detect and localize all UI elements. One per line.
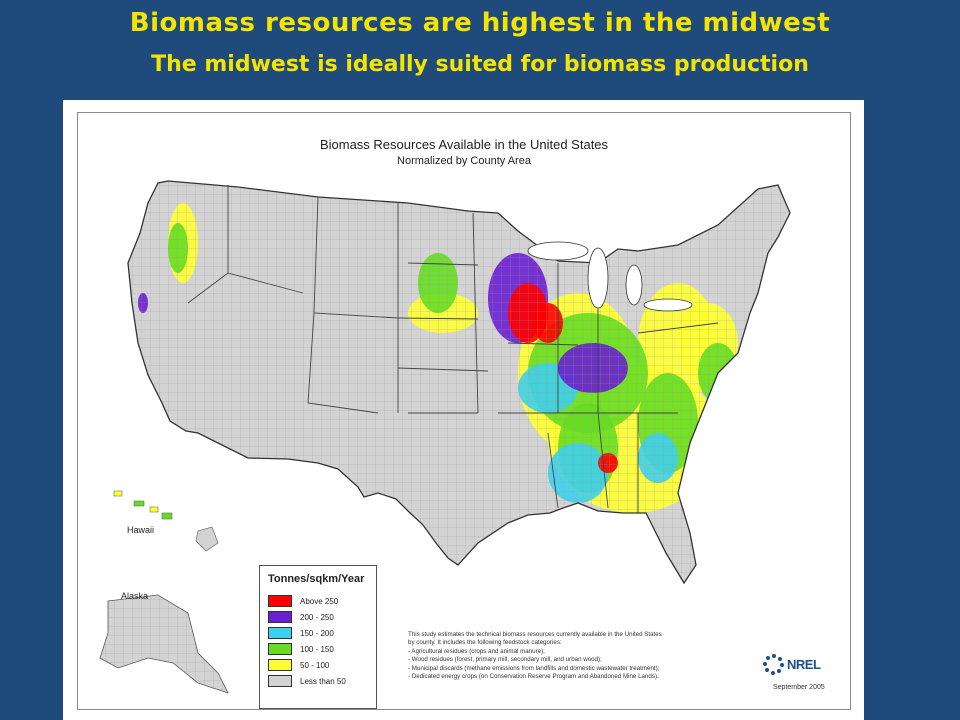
map-subtitle: Normalized by County Area (397, 155, 531, 167)
hawaii-label: Hawaii (127, 525, 155, 535)
legend-item: 150 - 200 (268, 625, 376, 641)
map-panel: Biomass Resources Available in the Unite… (77, 112, 851, 710)
legend-swatch (268, 595, 292, 607)
alaska-inset (99, 594, 229, 694)
note-line: This study estimates the technical bioma… (408, 631, 662, 638)
legend-title: Tonnes/sqkm/Year (268, 573, 365, 585)
legend-swatch (268, 611, 292, 623)
legend-swatch (268, 675, 292, 687)
slide-title: Biomass resources are highest in the mid… (129, 8, 831, 38)
legend-item: 50 - 100 (268, 657, 376, 673)
legend-label: 100 - 150 (300, 644, 334, 654)
note-line: - Municipal discards (methane emissions … (408, 664, 660, 672)
legend-items: Above 250 200 - 250 150 - 200 100 - 150 50 -… (260, 593, 376, 689)
slide-subtitle: The midwest is ideally suited for biomas… (151, 52, 809, 77)
legend-label: 150 - 200 (300, 628, 334, 638)
legend-item: 100 - 150 (268, 641, 376, 657)
note-line: by county. It includes the following fee… (408, 639, 562, 647)
legend-label: 200 - 250 (300, 612, 334, 622)
map-note: This study estimates the technical bioma… (408, 631, 738, 681)
nrel-logo-text: NREL (787, 656, 821, 672)
map-legend: Tonnes/sqkm/Year Above 250 200 - 250 150 -… (259, 565, 377, 709)
legend-item: Above 250 (268, 593, 376, 609)
note-line: - Dedicated energy crops (on Conservatio… (408, 673, 659, 681)
legend-item: Less than 50 (268, 673, 376, 689)
map-frame: Biomass Resources Available in the Unite… (63, 100, 864, 720)
map-title: Biomass Resources Available in the Unite… (319, 137, 609, 152)
hawaii-inset (113, 490, 219, 552)
legend-label: Above 250 (300, 596, 339, 606)
contiguous-us (127, 180, 791, 585)
legend-swatch (268, 643, 292, 655)
nrel-sunburst-icon (763, 654, 784, 675)
legend-label: 50 - 100 (300, 660, 330, 670)
note-line: - Agricultural residues (crops and anima… (408, 647, 545, 655)
note-line: - Wood residues (forest, primary mill, s… (408, 656, 602, 664)
legend-label: Less than 50 (300, 676, 346, 686)
nrel-logo: NREL (763, 653, 821, 675)
legend-item: 200 - 250 (268, 609, 376, 625)
legend-swatch (268, 659, 292, 671)
map-date: September 2005 (773, 684, 825, 691)
legend-swatch (268, 627, 292, 639)
alaska-label: Alaska (121, 591, 149, 601)
us-biomass-map (99, 180, 791, 694)
